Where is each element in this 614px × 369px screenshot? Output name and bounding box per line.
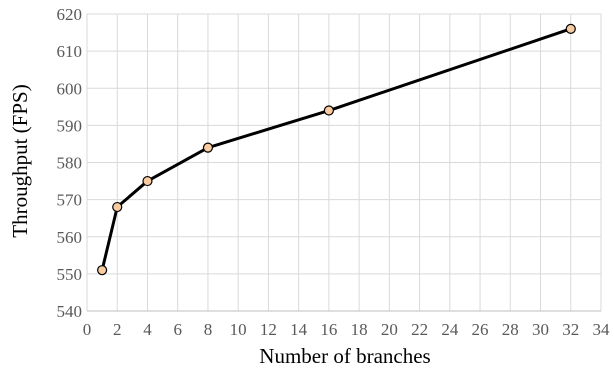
x-tick-label: 14 — [290, 320, 308, 339]
data-points — [97, 23, 576, 276]
x-tick-label: 10 — [230, 320, 247, 339]
x-tick-label: 28 — [502, 320, 519, 339]
y-tick-labels: 540 550 560 570 580 590 600 610 620 — [57, 5, 83, 321]
y-tick-label: 580 — [57, 154, 83, 173]
series-line — [100, 27, 572, 271]
y-tick-label: 560 — [57, 228, 83, 247]
x-tick-label: 8 — [204, 320, 213, 339]
x-tick-label: 2 — [113, 320, 122, 339]
x-tick-label: 22 — [411, 320, 428, 339]
data-point — [565, 23, 576, 34]
x-axis-title: Number of branches — [259, 344, 430, 368]
x-tick-label: 6 — [173, 320, 182, 339]
x-tick-label: 30 — [532, 320, 549, 339]
data-point — [112, 201, 123, 213]
x-tick-label: 16 — [320, 320, 337, 339]
data-point — [97, 265, 108, 276]
x-tick-label: 4 — [143, 320, 152, 339]
gridlines — [86, 13, 602, 312]
x-tick-label: 20 — [381, 320, 398, 339]
series-path — [100, 27, 572, 271]
data-point — [202, 142, 214, 153]
x-tick-label: 24 — [441, 320, 459, 339]
y-tick-label: 620 — [57, 5, 83, 24]
y-tick-label: 600 — [57, 79, 83, 98]
x-tick-label: 34 — [593, 320, 611, 339]
x-tick-labels: 0 2 4 6 8 10 12 14 16 18 20 22 24 26 28 30 32 34 — [83, 320, 610, 339]
y-axis-title: Throughput (FPS) — [8, 84, 32, 237]
y-tick-label: 540 — [57, 302, 83, 321]
y-tick-label: 550 — [57, 265, 83, 284]
y-tick-label: 610 — [57, 42, 83, 61]
x-tick-label: 26 — [472, 320, 489, 339]
x-tick-label: 12 — [260, 320, 277, 339]
data-point — [142, 175, 153, 187]
x-tick-label: 32 — [562, 320, 579, 339]
y-tick-label: 590 — [57, 116, 83, 135]
data-point — [323, 105, 334, 116]
x-tick-label: 0 — [83, 320, 92, 339]
x-tick-label: 18 — [351, 320, 368, 339]
y-tick-label: 570 — [57, 191, 83, 210]
